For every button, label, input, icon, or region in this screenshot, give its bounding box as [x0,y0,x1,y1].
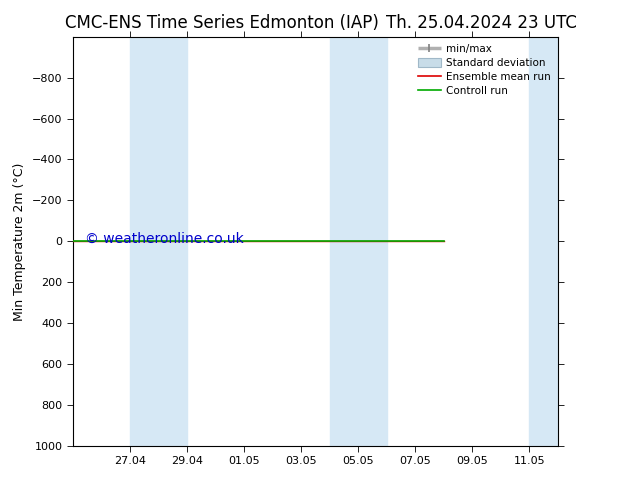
Text: CMC-ENS Time Series Edmonton (IAP): CMC-ENS Time Series Edmonton (IAP) [65,14,379,32]
Text: Th. 25.04.2024 23 UTC: Th. 25.04.2024 23 UTC [386,14,578,32]
Text: © weatheronline.co.uk: © weatheronline.co.uk [85,232,244,246]
Y-axis label: Min Temperature 2m (°C): Min Temperature 2m (°C) [13,162,27,320]
Bar [529,37,558,446]
Legend: min/max, Standard deviation, Ensemble mean run, Controll run: min/max, Standard deviation, Ensemble me… [416,42,553,98]
Bar [130,37,187,446]
Bar [330,37,387,446]
